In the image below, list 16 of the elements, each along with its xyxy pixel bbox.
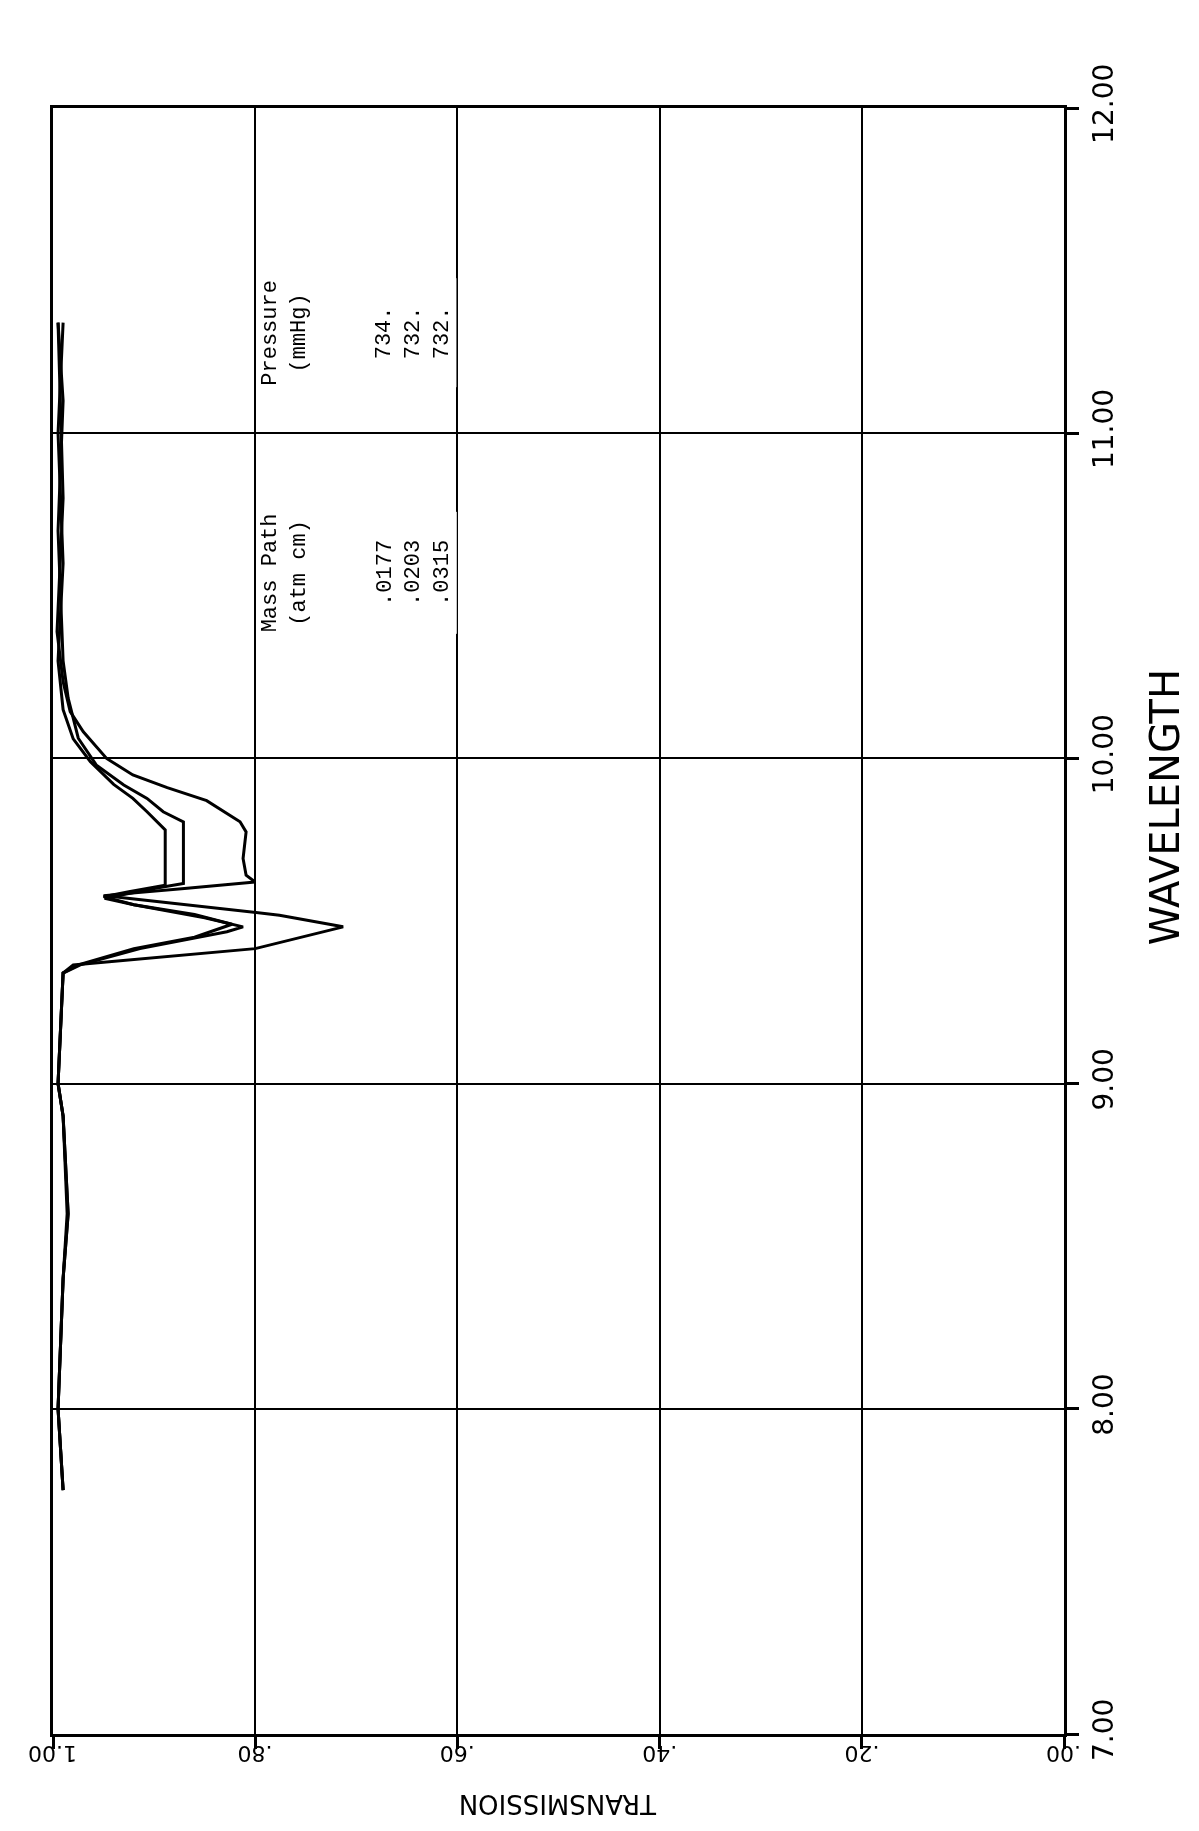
x-axis-title: TRANSMISSION bbox=[458, 1788, 657, 1819]
y-tick-label: 10.00 bbox=[1086, 714, 1120, 795]
y-tick-label: 12.00 bbox=[1086, 63, 1120, 144]
x-tick-label: .80 bbox=[237, 1741, 273, 1767]
text: Mass Path (atm cm) .0177 .0203 .0315 bbox=[258, 513, 455, 633]
y-tick-label: 9.00 bbox=[1086, 1048, 1120, 1111]
y-axis-title: WAVELENGTH bbox=[1141, 668, 1188, 946]
y-tick-label: 11.00 bbox=[1086, 388, 1120, 470]
text: Pressure (mmHg) 734. 732. 732. bbox=[257, 280, 455, 386]
x-tick-label: .20 bbox=[844, 1741, 880, 1767]
y-tick-label: 8.00 bbox=[1086, 1373, 1120, 1436]
y-tick-label: 7.00 bbox=[1086, 1698, 1120, 1761]
x-tick-label: .40 bbox=[642, 1741, 678, 1767]
x-tick-label: .60 bbox=[439, 1741, 475, 1767]
x-tick-label: 1.00 bbox=[28, 1741, 77, 1767]
x-tick-label: .00 bbox=[1046, 1741, 1081, 1767]
